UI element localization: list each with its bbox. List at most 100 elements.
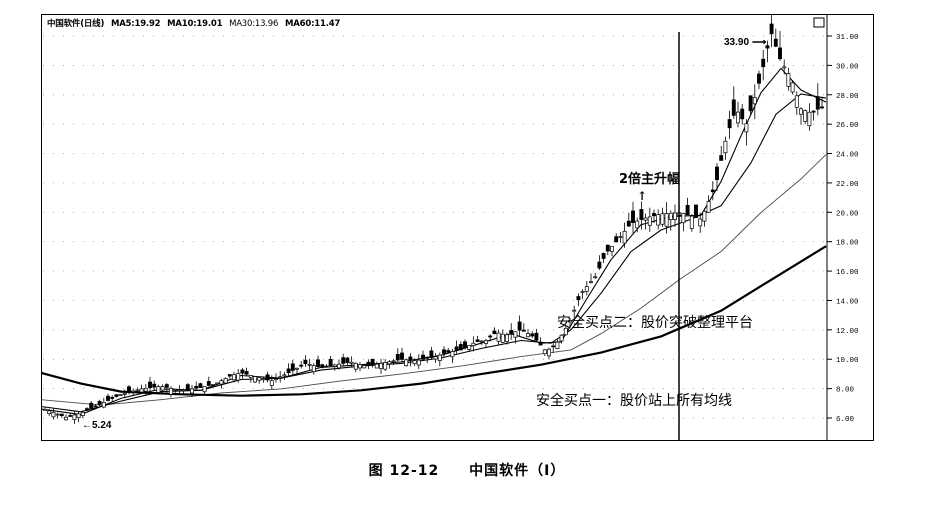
legend-stock-name: 中国软件(日线)	[47, 19, 105, 29]
candle-body	[387, 361, 392, 365]
candle-body	[706, 201, 711, 213]
candle-body	[475, 339, 480, 342]
candle-body	[408, 356, 413, 361]
candle-body	[647, 216, 652, 226]
legend-ma30: MA30:13.96	[229, 19, 279, 29]
candle-body	[488, 335, 493, 338]
y-tick-label: 16.00	[836, 269, 859, 277]
candle-body	[437, 354, 442, 361]
chart-legend: 中国软件(日线) MA5:19.92 MA10:19.01 MA30:13.96…	[47, 17, 344, 29]
candle-body	[559, 334, 564, 342]
candle-body	[341, 357, 346, 364]
candle-body	[64, 416, 68, 421]
legend-ma10: MA10:19.01	[167, 19, 223, 29]
candle-body	[752, 97, 757, 105]
candle-body	[601, 253, 606, 259]
candle-body	[303, 359, 308, 365]
candle-body	[232, 374, 236, 381]
candle-body	[450, 351, 455, 358]
figure-title: 中国软件（Ⅰ）	[469, 463, 566, 479]
candle-body	[765, 45, 770, 49]
candle-body	[446, 350, 451, 353]
candle-body	[85, 408, 89, 411]
candle-body	[177, 389, 182, 392]
candle-body	[463, 341, 467, 349]
candle-body	[815, 97, 820, 110]
candle-body	[698, 218, 703, 227]
candle-body	[513, 331, 518, 338]
candle-body	[236, 373, 241, 381]
candle-body	[433, 356, 438, 360]
candle-body	[131, 390, 136, 393]
candle-body	[47, 410, 52, 414]
y-tick-label: 10.00	[836, 357, 859, 365]
legend-ma5: MA5:19.92	[110, 19, 161, 29]
candle-body	[282, 374, 287, 377]
candle-body	[332, 364, 337, 367]
candle-body	[719, 155, 724, 161]
candle-body	[526, 333, 530, 338]
candle-body	[110, 396, 115, 399]
figure-caption: 图 12-12 中国软件（Ⅰ）	[0, 460, 934, 480]
candle-body	[106, 395, 110, 401]
candle-body	[458, 344, 463, 351]
candle-body	[584, 286, 589, 292]
candle-body	[416, 359, 421, 366]
low-price-label: ←5.24	[82, 420, 112, 431]
candle-body	[597, 261, 602, 269]
candle-body	[731, 99, 736, 116]
candle-body	[530, 333, 535, 337]
candle-body	[43, 408, 47, 411]
candle-body	[257, 377, 262, 381]
candle-body	[635, 220, 640, 229]
candle-body	[80, 411, 85, 416]
candle-body	[219, 380, 224, 385]
candle-body	[610, 246, 614, 252]
candle-body	[290, 363, 295, 371]
ma-line-ma5	[41, 67, 827, 416]
candle-body	[685, 204, 690, 216]
candle-body	[211, 384, 215, 386]
candle-body	[786, 73, 791, 87]
candle-body	[286, 368, 291, 374]
y-axis-ticks: 31.00 30.00 28.00 26.00 24.00 22.00 20.00 18.00…	[827, 34, 859, 424]
candle-body	[400, 352, 404, 360]
candle-body	[631, 210, 635, 223]
candle-body	[551, 345, 556, 348]
candle-body	[555, 341, 560, 349]
candle-body	[362, 365, 367, 369]
candle-body	[811, 110, 816, 113]
ma-lines	[41, 67, 827, 416]
candle-body	[370, 358, 375, 366]
candle-body	[412, 360, 417, 365]
candle-body	[727, 119, 732, 129]
candle-body	[152, 383, 157, 388]
candle-body	[114, 394, 119, 397]
candle-body	[72, 414, 77, 420]
figure-number: 图 12-12	[368, 463, 440, 479]
candle-body	[164, 384, 169, 388]
candle-body	[664, 213, 669, 227]
candle-body	[568, 320, 572, 323]
candle-body	[278, 376, 283, 379]
candle-body	[572, 309, 577, 312]
candle-body	[93, 405, 98, 408]
candle-body	[311, 365, 316, 373]
y-tick-label: 28.00	[836, 93, 859, 101]
candle-body	[807, 111, 812, 127]
candle-body	[769, 23, 774, 35]
candle-body	[425, 356, 430, 359]
corner-box	[813, 17, 825, 28]
candle-body	[467, 345, 472, 350]
y-tick-label: 22.00	[836, 181, 859, 189]
candle-body	[660, 213, 665, 225]
candle-body	[324, 365, 329, 368]
candle-body	[471, 342, 476, 346]
candle-body	[542, 349, 547, 355]
candle-body	[757, 73, 761, 84]
candlestick-chart: 31.00 30.00 28.00 26.00 24.00 22.00 20.00 18.00…	[41, 14, 874, 441]
candle-body	[169, 387, 173, 395]
candle-body	[782, 66, 787, 69]
candle-body	[316, 359, 320, 367]
candle-body	[160, 386, 165, 391]
